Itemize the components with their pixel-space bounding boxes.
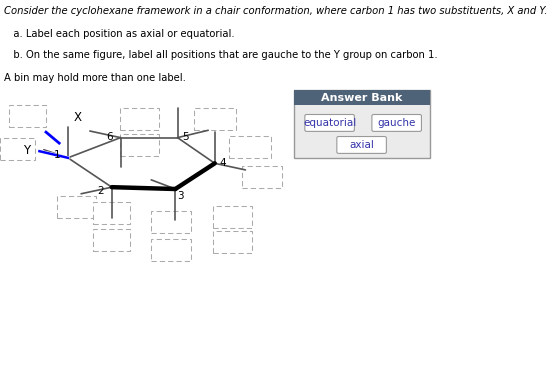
FancyBboxPatch shape — [213, 206, 252, 228]
FancyBboxPatch shape — [305, 115, 355, 131]
Text: gauche: gauche — [377, 118, 416, 128]
FancyBboxPatch shape — [294, 90, 430, 105]
FancyBboxPatch shape — [294, 90, 430, 158]
Text: 3: 3 — [177, 190, 184, 201]
Text: 6: 6 — [106, 131, 113, 142]
FancyBboxPatch shape — [337, 137, 386, 153]
FancyBboxPatch shape — [8, 105, 46, 127]
FancyBboxPatch shape — [93, 202, 130, 224]
FancyBboxPatch shape — [120, 134, 159, 156]
FancyBboxPatch shape — [194, 108, 235, 130]
Text: Answer Bank: Answer Bank — [321, 92, 402, 103]
Text: A bin may hold more than one label.: A bin may hold more than one label. — [3, 73, 185, 83]
FancyBboxPatch shape — [120, 108, 159, 130]
FancyBboxPatch shape — [151, 211, 191, 233]
FancyBboxPatch shape — [151, 239, 191, 261]
FancyBboxPatch shape — [0, 138, 35, 160]
FancyBboxPatch shape — [213, 231, 252, 253]
Text: Consider the cyclohexane framework in a chair conformation, where carbon 1 has t: Consider the cyclohexane framework in a … — [3, 6, 547, 15]
FancyBboxPatch shape — [372, 115, 421, 131]
Text: 5: 5 — [182, 131, 189, 142]
Text: equatorial: equatorial — [303, 118, 356, 128]
FancyBboxPatch shape — [243, 166, 282, 188]
Text: Y: Y — [23, 144, 30, 157]
Text: X: X — [73, 111, 81, 124]
Text: axial: axial — [349, 140, 374, 150]
FancyBboxPatch shape — [93, 229, 130, 251]
FancyBboxPatch shape — [229, 136, 271, 158]
Text: 4: 4 — [219, 157, 226, 168]
Text: 1: 1 — [54, 150, 60, 160]
Text: a. Label each position as axial or equatorial.: a. Label each position as axial or equat… — [3, 29, 234, 39]
Text: b. On the same figure, label all positions that are gauche to the Y group on car: b. On the same figure, label all positio… — [3, 50, 437, 59]
FancyBboxPatch shape — [57, 196, 97, 218]
Text: 2: 2 — [98, 186, 104, 196]
